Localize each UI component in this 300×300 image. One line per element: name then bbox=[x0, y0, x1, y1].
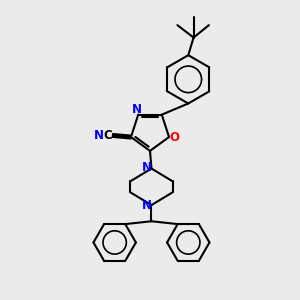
Text: N: N bbox=[142, 161, 152, 174]
Text: N: N bbox=[132, 103, 142, 116]
Text: N: N bbox=[142, 200, 152, 212]
Text: O: O bbox=[169, 130, 179, 143]
Text: N: N bbox=[94, 129, 103, 142]
Text: C: C bbox=[103, 129, 112, 142]
